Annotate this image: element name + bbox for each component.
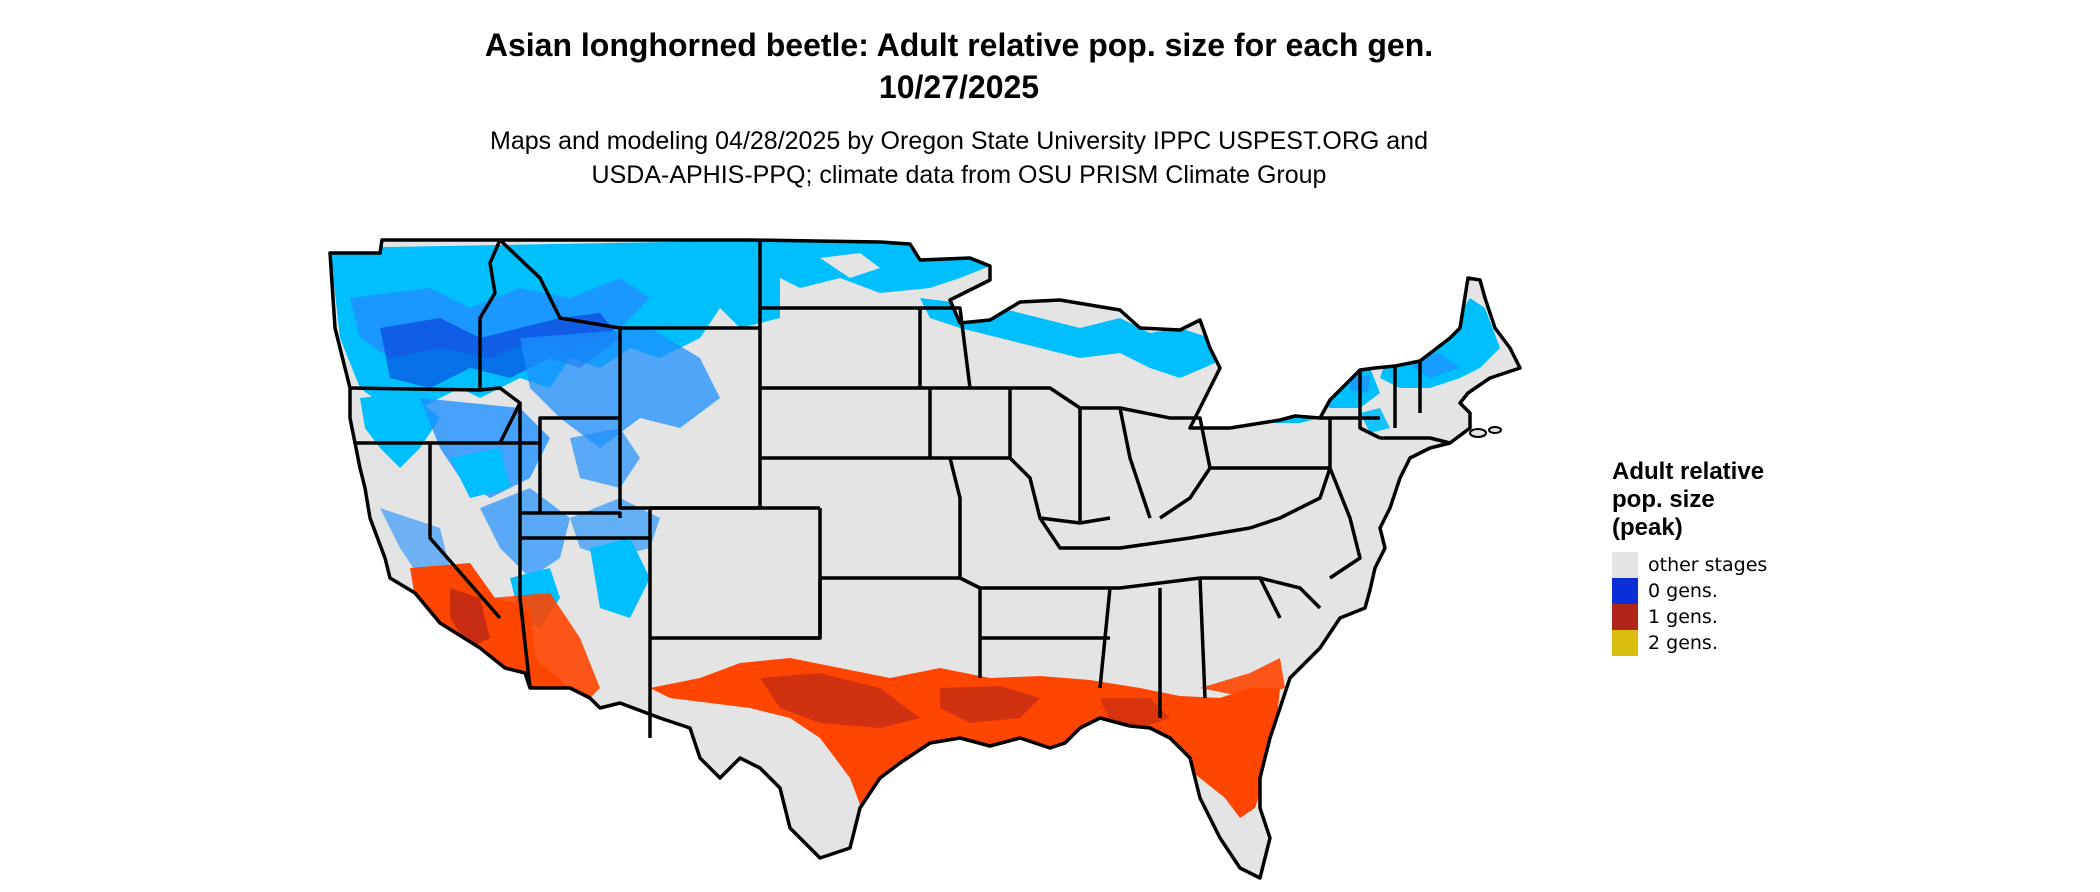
legend-title-line-3: (peak) bbox=[1612, 514, 1683, 541]
legend-item-0-gens: 0 gens. bbox=[1612, 578, 1812, 604]
title-line-2: 10/27/2025 bbox=[878, 69, 1040, 105]
legend-label: 2 gens. bbox=[1648, 632, 1718, 654]
subtitle-line-1: Maps and modeling 04/28/2025 by Oregon S… bbox=[490, 127, 1428, 155]
legend-swatch bbox=[1612, 630, 1638, 656]
map-subtitle: Maps and modeling 04/28/2025 by Oregon S… bbox=[0, 124, 1918, 192]
legend-swatch bbox=[1612, 604, 1638, 630]
state-borders bbox=[328, 238, 1522, 880]
legend-label: 0 gens. bbox=[1648, 580, 1718, 602]
one-gens-region-southwest bbox=[410, 563, 600, 708]
legend-title: Adult relative pop. size (peak) bbox=[1612, 458, 1812, 542]
legend-item-2-gens: 2 gens. bbox=[1612, 630, 1812, 656]
legend-label: 1 gens. bbox=[1648, 606, 1718, 628]
coastal-islands bbox=[1469, 426, 1502, 438]
legend-title-line-1: Adult relative bbox=[1612, 458, 1765, 485]
legend-swatch bbox=[1612, 578, 1638, 604]
us-outline bbox=[328, 238, 1522, 880]
title-line-1: Asian longhorned beetle: Adult relative … bbox=[484, 27, 1434, 63]
legend-item-other-stages: other stages bbox=[1612, 552, 1812, 578]
us-map bbox=[328, 238, 1522, 880]
map-title: Asian longhorned beetle: Adult relative … bbox=[0, 24, 1918, 108]
map-legend: Adult relative pop. size (peak) other st… bbox=[1612, 458, 1812, 656]
legend-label: other stages bbox=[1648, 554, 1768, 576]
legend-swatch bbox=[1612, 552, 1638, 578]
subtitle-line-2: USDA-APHIS-PPQ; climate data from OSU PR… bbox=[591, 161, 1327, 189]
legend-item-1-gens: 1 gens. bbox=[1612, 604, 1812, 630]
legend-title-line-2: pop. size bbox=[1612, 486, 1715, 513]
